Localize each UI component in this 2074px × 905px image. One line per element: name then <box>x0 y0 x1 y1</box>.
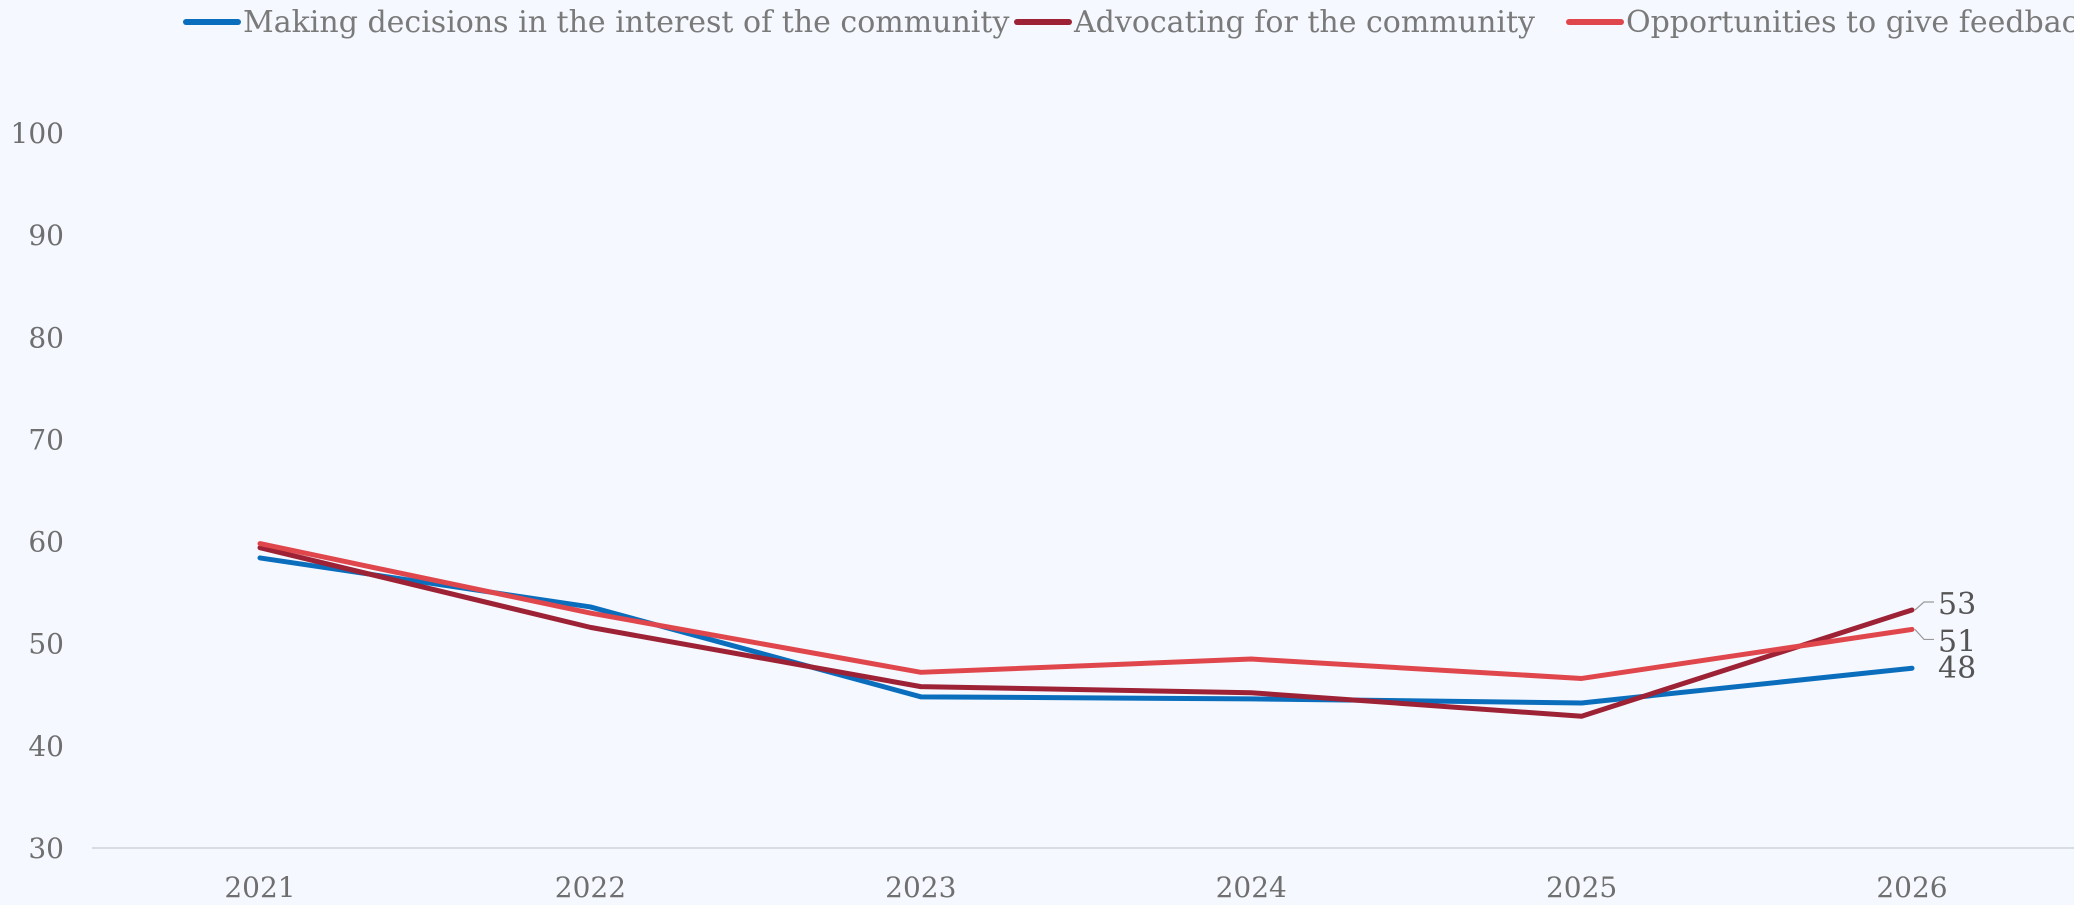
y-tick-label: 40 <box>28 730 64 763</box>
end-label-leader <box>1914 601 1934 611</box>
x-tick-label: 2022 <box>555 871 626 904</box>
x-tick-label: 2023 <box>885 871 956 904</box>
end-label: 53 <box>1938 587 1976 622</box>
legend-label: Advocating for the community <box>1073 5 1535 40</box>
legend-label: Opportunities to give feedback <box>1626 5 2074 40</box>
series-line-3 <box>257 541 1915 681</box>
y-tick-label: 50 <box>28 628 64 661</box>
series-lines <box>257 541 1915 719</box>
end-label: 48 <box>1938 651 1976 686</box>
y-tick-label: 70 <box>28 423 64 456</box>
legend-item: Making decisions in the interest of the … <box>183 5 1009 40</box>
legend-item: Opportunities to give feedback <box>1566 5 2074 40</box>
x-tick-label: 2025 <box>1546 871 1617 904</box>
legend: Making decisions in the interest of the … <box>183 5 2074 40</box>
x-tick-label: 2021 <box>224 871 295 904</box>
y-tick-label: 80 <box>28 321 64 354</box>
x-tick-label: 2024 <box>1216 871 1287 904</box>
legend-item: Advocating for the community <box>1014 5 1535 40</box>
y-tick-label: 60 <box>28 526 64 559</box>
y-tick-label: 100 <box>11 117 64 150</box>
x-tick-label: 2026 <box>1876 871 1947 904</box>
series-line-1 <box>257 555 1915 706</box>
legend-label: Making decisions in the interest of the … <box>243 5 1009 40</box>
y-axis: 30 40 50 60 70 80 90 100 <box>11 117 64 865</box>
x-axis: 2021 2022 2023 2024 2025 2026 <box>224 871 1947 904</box>
series-line-2 <box>257 545 1915 719</box>
y-tick-label: 30 <box>28 832 64 865</box>
y-tick-label: 90 <box>28 219 64 252</box>
end-label-leader <box>1914 629 1934 641</box>
end-label: 51 <box>1938 624 1976 659</box>
